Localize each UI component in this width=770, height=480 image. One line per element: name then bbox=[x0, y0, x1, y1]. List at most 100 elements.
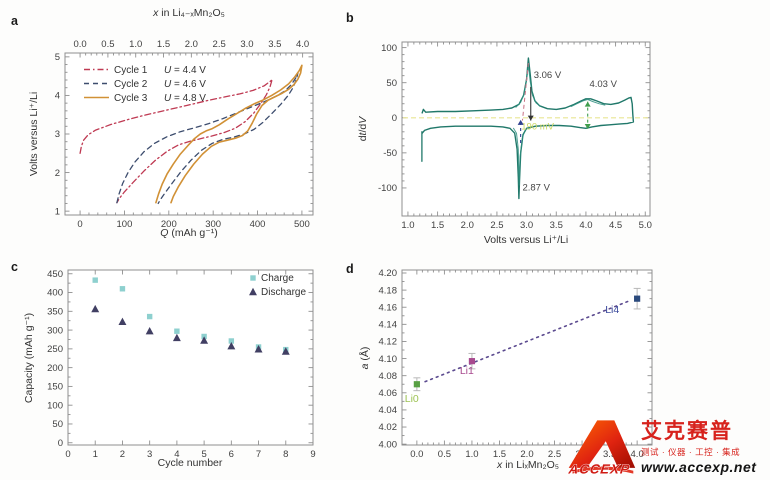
series-cycle-1 bbox=[79, 78, 273, 204]
y-tick-label: 4.20 bbox=[379, 268, 398, 279]
legend-marker-discharge bbox=[249, 287, 257, 296]
point-discharge bbox=[118, 317, 127, 326]
y-tick-label: 50 bbox=[386, 78, 397, 89]
y-tick-label: 100 bbox=[47, 400, 63, 411]
x-tick-label: 3.5 bbox=[550, 220, 563, 231]
point-discharge bbox=[145, 326, 154, 335]
x-tick-label: 4.5 bbox=[609, 220, 622, 231]
trend-line bbox=[424, 299, 632, 383]
top-x-tick-label: 2.5 bbox=[213, 39, 226, 50]
series-band-bump bbox=[570, 99, 606, 107]
y-tick-label: 4 bbox=[55, 91, 60, 102]
top-axis-label: x in Li₄₋ₓMn₂O₅ bbox=[152, 7, 225, 19]
x-tick-label: 0.0 bbox=[410, 449, 423, 460]
logo-text: ACCEXP bbox=[567, 462, 631, 477]
legend-label-discharge: Discharge bbox=[261, 287, 306, 298]
point-label-li1: Li1 bbox=[460, 365, 474, 377]
y-tick-label: 350 bbox=[47, 307, 63, 318]
y-tick-label: 4.00 bbox=[379, 439, 398, 450]
y-axis-label: Volts versus Li⁺/Li bbox=[28, 92, 40, 176]
plot-frame bbox=[67, 269, 314, 446]
plot-frame bbox=[64, 52, 314, 216]
legend-detail: U = 4.6 V bbox=[164, 79, 206, 90]
x-tick-label: 500 bbox=[294, 219, 310, 230]
point-discharge bbox=[172, 333, 181, 342]
y-tick-label: 4.10 bbox=[379, 354, 398, 365]
x-axis-label: Cycle number bbox=[158, 457, 223, 469]
point-label-li0: Li0 bbox=[405, 393, 419, 405]
y-tick-label: 3 bbox=[55, 129, 60, 140]
logo-swoosh bbox=[572, 466, 634, 474]
y-tick-label: 100 bbox=[381, 43, 397, 54]
x-tick-label: 3.0 bbox=[520, 220, 533, 231]
top-x-tick-label: 1.5 bbox=[157, 39, 170, 50]
point-charge bbox=[146, 313, 153, 320]
y-tick-label: 250 bbox=[47, 344, 63, 355]
y-axis-label: dt/dV bbox=[357, 116, 369, 142]
y-tick-label: 4.06 bbox=[379, 388, 398, 399]
y-tick-label: -100 bbox=[378, 183, 397, 194]
panel-label-a: a bbox=[11, 14, 18, 28]
watermark-tagline: 测试 · 仪器 · 工控 · 集成 bbox=[641, 447, 741, 457]
legend-label-charge: Charge bbox=[261, 273, 294, 284]
y-tick-label: 50 bbox=[52, 419, 63, 430]
point-charge bbox=[174, 328, 180, 334]
y-tick-label: 4.08 bbox=[379, 371, 398, 382]
x-tick-label: 5.0 bbox=[639, 220, 652, 231]
x-tick-label: 0 bbox=[77, 219, 82, 230]
y-tick-label: 1 bbox=[55, 206, 60, 217]
x-tick-label: 6 bbox=[229, 449, 234, 460]
point-label-li4: Li4 bbox=[605, 304, 619, 316]
top-x-tick-label: 3.5 bbox=[268, 39, 281, 50]
panel-label-c: c bbox=[11, 260, 18, 274]
top-x-tick-label: 1.0 bbox=[129, 39, 142, 50]
x-tick-label: 1.0 bbox=[401, 220, 414, 231]
x-tick-label: 2.0 bbox=[520, 449, 533, 460]
x-tick-label: 1 bbox=[93, 449, 98, 460]
x-axis-label: Volts versus Li⁺/Li bbox=[484, 234, 568, 246]
legend-name: Cycle 3 bbox=[114, 93, 148, 104]
y-tick-label: 4.18 bbox=[379, 285, 398, 296]
point-li1 bbox=[468, 358, 476, 365]
x-tick-label: 5 bbox=[201, 449, 206, 460]
point-charge bbox=[228, 338, 235, 344]
series-band-lower-peak bbox=[513, 127, 531, 186]
top-x-tick-label: 0.0 bbox=[73, 39, 86, 50]
y-tick-label: 150 bbox=[47, 382, 63, 393]
panel-b-chart: 1.0 1.5 2.0 2.5 3.0 3.5 4.0 4.5 5.0 -100 -50 0 50 100… bbox=[357, 41, 652, 246]
point-charge bbox=[92, 277, 98, 283]
x-tick-label: 2.0 bbox=[461, 220, 474, 231]
y-tick-label: 5 bbox=[55, 52, 60, 63]
x-tick-label: 3 bbox=[147, 449, 152, 460]
x-tick-label: 1.5 bbox=[493, 449, 506, 460]
x-tick-label: 4.0 bbox=[631, 449, 644, 460]
arrow-head bbox=[584, 124, 591, 129]
y-tick-label: 4.14 bbox=[379, 320, 398, 331]
y-tick-label: 0 bbox=[58, 438, 63, 449]
panel-c-chart: 0 1 2 3 4 5 6 7 8 9 0 50 100 150 200 250 300 350 400 450 Cyc… bbox=[23, 269, 316, 469]
panel-label-b: b bbox=[346, 11, 354, 25]
watermark-url: www.accexp.net bbox=[641, 459, 757, 475]
y-axis-label: Capacity (mAh g⁻¹) bbox=[23, 313, 35, 403]
annotation-text: 4.03 V bbox=[589, 79, 617, 90]
x-tick-label: 200 bbox=[161, 219, 177, 230]
y-tick-label: 2 bbox=[55, 168, 60, 179]
point-li0 bbox=[413, 381, 420, 388]
legend-detail: U = 4.4 V bbox=[164, 65, 206, 76]
plot-frame bbox=[401, 269, 653, 446]
y-tick-label: 200 bbox=[47, 363, 63, 374]
plot-frame bbox=[401, 41, 651, 217]
x-tick-label: 300 bbox=[205, 219, 221, 230]
x-tick-label: 1.5 bbox=[431, 220, 444, 231]
y-tick-label: 4.04 bbox=[379, 405, 398, 416]
x-tick-label: 2.5 bbox=[548, 449, 561, 460]
y-tick-label: 300 bbox=[47, 325, 63, 336]
y-tick-label: 4.12 bbox=[379, 337, 398, 348]
x-tick-label: 2 bbox=[120, 449, 125, 460]
arrow-head bbox=[584, 101, 591, 107]
series-cycle-2 bbox=[116, 72, 299, 205]
x-tick-label: 2.5 bbox=[490, 220, 503, 231]
y-tick-label: 0 bbox=[392, 113, 397, 124]
y-tick-label: -50 bbox=[383, 148, 397, 159]
top-x-tick-label: 0.5 bbox=[101, 39, 114, 50]
